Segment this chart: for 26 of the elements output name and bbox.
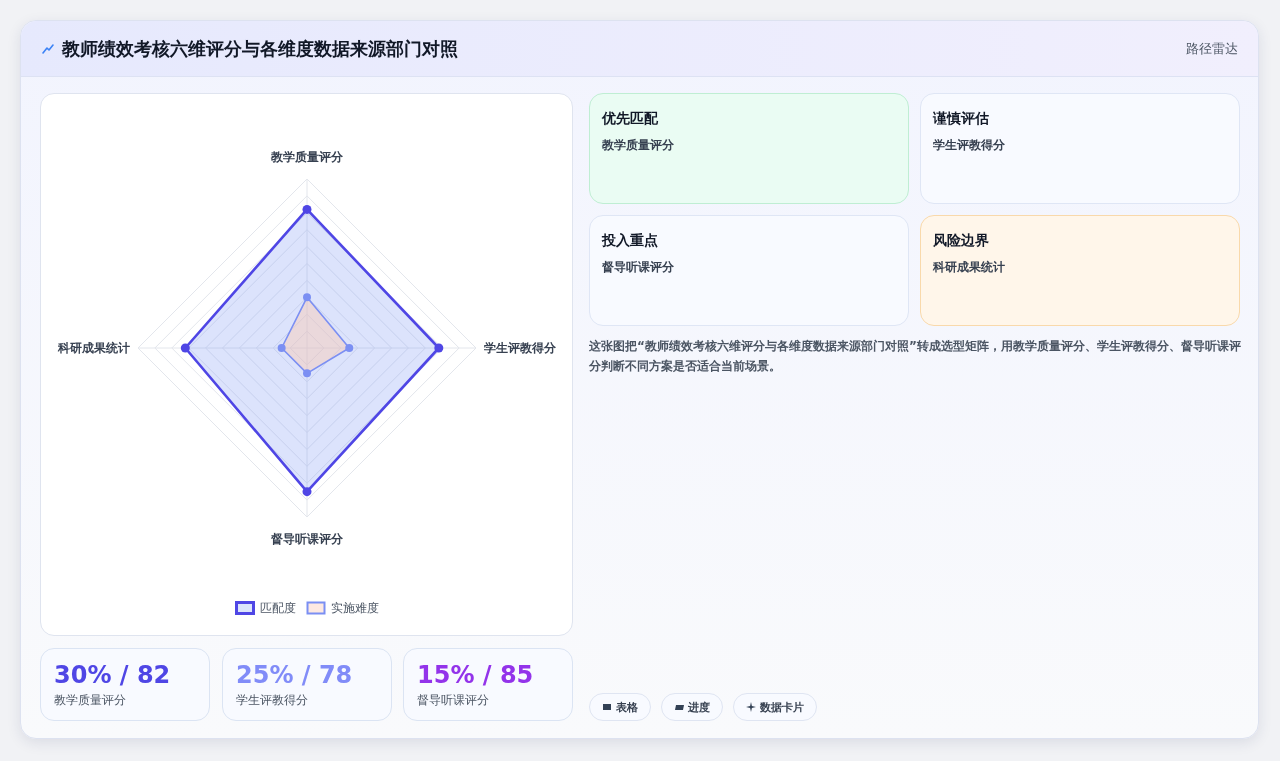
text: 数据卡片 <box>760 699 804 715</box>
legend-label: 实施难度 <box>331 601 379 615</box>
legend-label: 匹配度 <box>260 601 296 615</box>
text: 25% / 78 <box>236 660 353 690</box>
text: 投入重点 <box>602 231 658 250</box>
text: 科研成果统计 <box>933 259 1005 275</box>
spoke-label: 教学质量评分 <box>270 150 344 164</box>
text: 教学质量评分 <box>54 692 126 708</box>
spoke-label: 学生评教得分 <box>484 341 557 355</box>
text: 学生评教得分 <box>933 137 1005 153</box>
text: 这张图把“教师绩效考核六维评分与各维度数据来源部门对照”转成选型矩阵，用教学质量评分、学生评教得分、督导听课评分判断不同方案是否适合当前场景。 <box>589 338 1241 375</box>
text: 学生评教得分 <box>236 692 308 708</box>
text: 30% / 82 <box>54 660 171 690</box>
text: 督导听课评分 <box>417 692 489 708</box>
text: 优先匹配 <box>602 109 658 128</box>
text: 教学质量评分 <box>602 137 674 153</box>
text: 表格 <box>616 699 638 715</box>
text: 15% / 85 <box>417 660 534 690</box>
text: 督导听课评分 <box>602 259 674 275</box>
text: 教师绩效考核六维评分与各维度数据来源部门对照 <box>62 37 458 61</box>
spoke-label: 科研成果统计 <box>57 341 130 355</box>
spoke-label: 督导听课评分 <box>270 532 344 546</box>
text: 风险边界 <box>933 231 989 250</box>
text: 路径雷达 <box>1186 40 1238 58</box>
text: 谨慎评估 <box>933 109 989 128</box>
text: 进度 <box>688 699 710 715</box>
